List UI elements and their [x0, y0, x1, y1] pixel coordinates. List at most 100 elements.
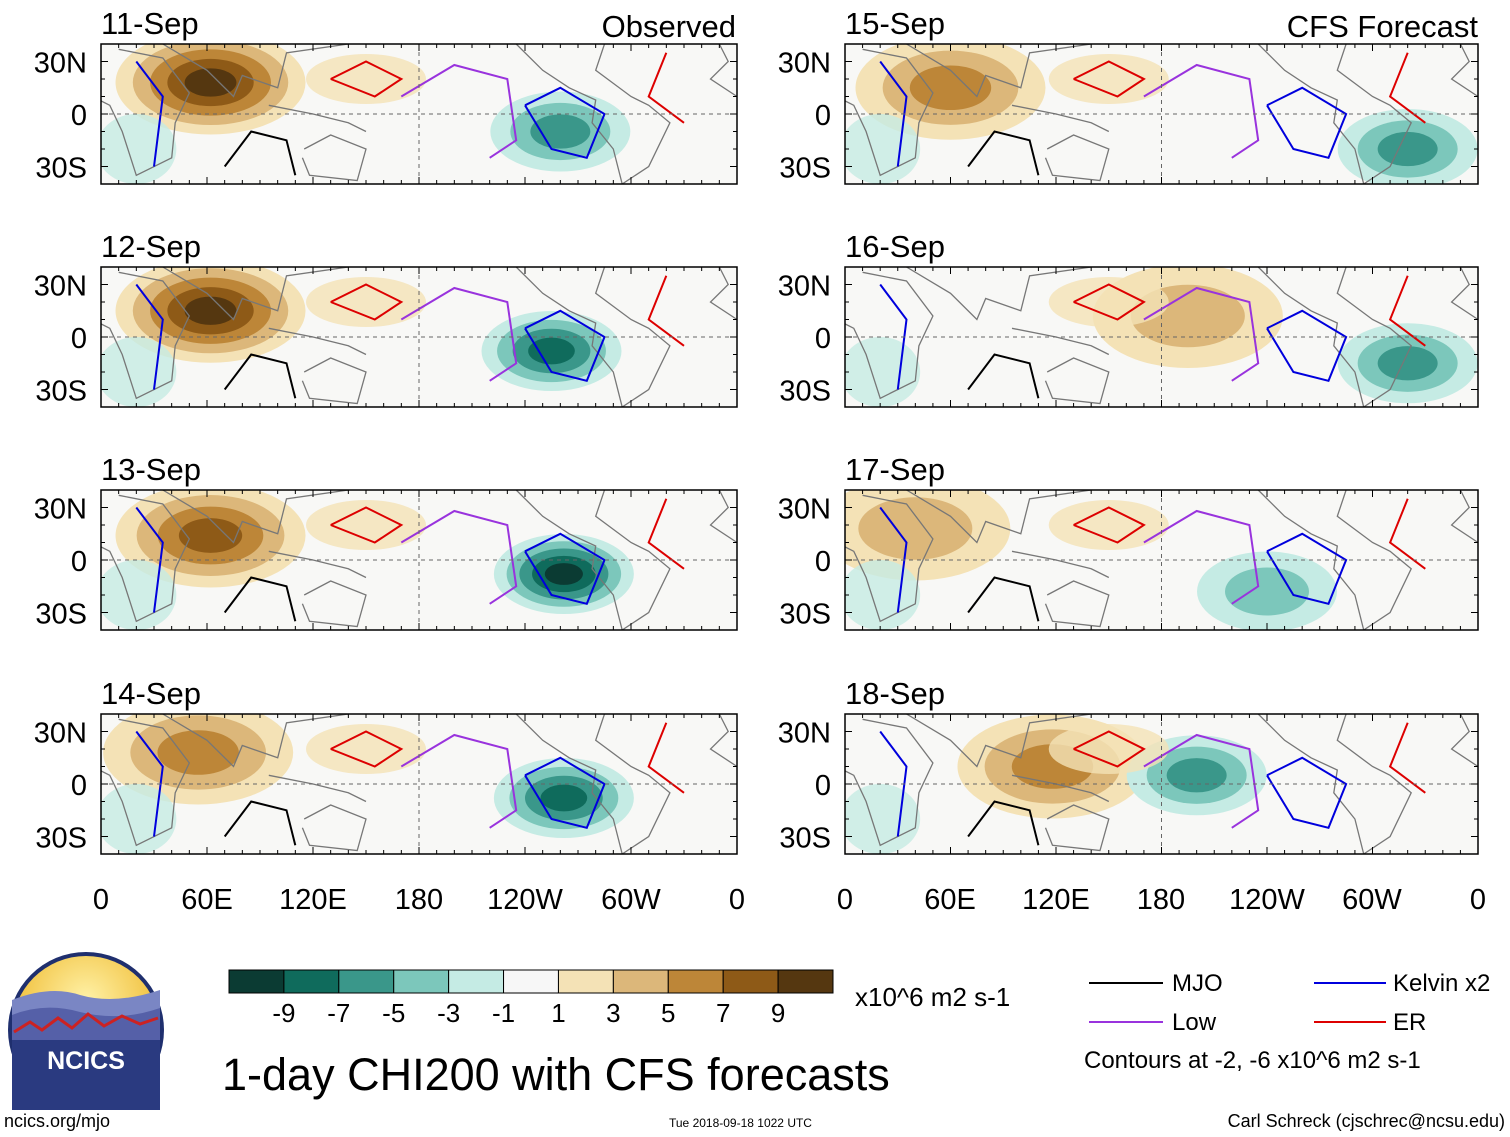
- coastline: [1257, 714, 1413, 854]
- coastlines: [845, 490, 1478, 630]
- contour-line: [1266, 86, 1348, 159]
- y-tick-label: 30S: [779, 599, 831, 631]
- coastline: [1450, 490, 1478, 544]
- coastline: [845, 271, 934, 400]
- contour-line: [967, 576, 1040, 622]
- x-tick-label: 60W: [1342, 884, 1402, 916]
- legend-label-mjo: MJO: [1172, 970, 1223, 997]
- y-tick-label: 30S: [35, 599, 87, 631]
- contour-line: [524, 309, 606, 382]
- coastline: [1044, 804, 1110, 852]
- y-tick-label: 0: [815, 770, 831, 802]
- contour-line: [524, 86, 606, 159]
- contour-line: [135, 730, 164, 837]
- contour-line: [879, 730, 908, 837]
- panel-date: 11-Sep: [101, 6, 199, 41]
- colorbar-swatch: [393, 969, 450, 994]
- y-tick-label: 30N: [778, 494, 831, 526]
- coastline: [268, 774, 367, 803]
- legend-label-er: ER: [1393, 1009, 1426, 1036]
- contour-legend: MJO Kelvin x2 Low ER Contours at -2, -6 …: [1084, 970, 1490, 1074]
- coastline: [301, 580, 367, 628]
- y-tick-label: 30N: [34, 718, 87, 750]
- anomaly-shading: [101, 267, 737, 407]
- observed-header: Observed: [602, 9, 736, 44]
- panel-date: 14-Sep: [101, 676, 201, 711]
- x-tick-label: 60E: [924, 884, 976, 916]
- coastline: [1011, 327, 1110, 356]
- coastline: [709, 714, 737, 768]
- negative-anomaly: [528, 337, 575, 365]
- contour-line: [879, 506, 908, 613]
- coastline: [515, 490, 671, 630]
- reference-lines: [845, 490, 1478, 630]
- contour-line: [223, 130, 297, 176]
- coastlines: [101, 44, 737, 184]
- anomaly-shading: [845, 267, 1478, 407]
- colorbar-units: x10^6 m2 s-1: [855, 982, 1010, 1012]
- coastline: [906, 267, 1092, 321]
- coastline: [268, 104, 367, 133]
- positive-anomaly: [909, 65, 992, 111]
- colorbar-label: -9: [272, 998, 295, 1028]
- panel-ticks: [100, 713, 738, 855]
- coastline: [515, 44, 671, 184]
- reference-lines: [845, 714, 1478, 854]
- coastline: [845, 494, 934, 623]
- map-panels: 11-Sep30N030S12-Sep30N030S13-Sep30N030S1…: [34, 6, 1479, 855]
- coastline: [101, 48, 191, 177]
- contour-line: [1073, 283, 1146, 321]
- coastline: [1011, 104, 1110, 133]
- y-tick-label: 30N: [34, 48, 87, 80]
- coastline: [1044, 357, 1110, 405]
- panel-12-Sep: 12-Sep 30N 0 30S: [34, 229, 738, 408]
- contour-line: [1266, 532, 1348, 605]
- y-tick-label: 30S: [35, 153, 87, 185]
- panel-11-Sep: 11-Sep 30N 0 30S: [34, 6, 738, 185]
- colorbar-label: 5: [661, 998, 675, 1028]
- coastline: [1257, 490, 1413, 630]
- ncics-logo: NCICS: [8, 952, 164, 1110]
- positive-anomaly: [184, 296, 237, 325]
- coastline: [515, 714, 671, 854]
- reference-lines: [845, 44, 1478, 184]
- positive-anomaly: [1048, 500, 1169, 550]
- colorbar-label: -3: [437, 998, 460, 1028]
- contour-line: [524, 756, 606, 829]
- negative-anomaly: [540, 784, 588, 812]
- contour-line: [967, 353, 1040, 399]
- positive-anomaly: [1048, 277, 1169, 327]
- reference-lines: [101, 490, 737, 630]
- panel-date: 16-Sep: [845, 229, 945, 264]
- colorbar-label: -5: [382, 998, 405, 1028]
- reference-lines: [101, 714, 737, 854]
- contour-line: [330, 60, 404, 98]
- x-tick-label: 120E: [279, 884, 347, 916]
- y-tick-label: 30S: [35, 376, 87, 408]
- y-tick-label: 30S: [779, 153, 831, 185]
- anomaly-shading: [845, 490, 1478, 630]
- contour-line: [1073, 506, 1146, 544]
- colorbar-label: -1: [492, 998, 515, 1028]
- panel-ticks: [844, 266, 1479, 408]
- panel-ticks: [100, 266, 738, 408]
- contour-line: [223, 800, 297, 846]
- contour-line: [330, 730, 404, 768]
- x-tick-label: 60E: [181, 884, 233, 916]
- colorbar-swatch: [777, 969, 834, 994]
- coastline: [1450, 267, 1478, 321]
- negative-anomaly: [544, 563, 583, 585]
- contour-line: [330, 283, 404, 321]
- x-tick-label: 0: [837, 884, 853, 916]
- coastline: [1257, 267, 1413, 407]
- negative-anomaly: [530, 114, 591, 149]
- y-tick-label: 30N: [34, 271, 87, 303]
- contours: [135, 52, 685, 176]
- coastline: [162, 267, 349, 321]
- anomaly-shading: [845, 44, 1478, 184]
- legend-label-kelvin: Kelvin x2: [1393, 970, 1490, 997]
- coastline: [101, 718, 191, 847]
- panel-date: 12-Sep: [101, 229, 201, 264]
- coastline: [268, 550, 367, 579]
